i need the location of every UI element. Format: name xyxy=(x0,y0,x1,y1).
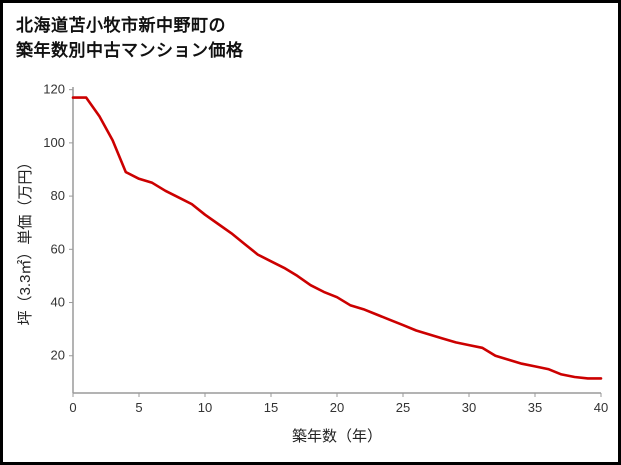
y-tick-label: 120 xyxy=(43,82,65,97)
y-axis-label: 坪（3.3㎡）単価（万円） xyxy=(17,155,34,326)
x-tick-label: 35 xyxy=(528,400,542,415)
x-tick-label: 25 xyxy=(396,400,410,415)
line-chart: 坪（3.3㎡）単価（万円） 築年数（年） 0 5 10 15 20 25 30 35 40 20 4… xyxy=(17,82,608,445)
chart-title-line1: 北海道苫小牧市新中野町の xyxy=(16,16,226,35)
y-tick-label: 80 xyxy=(51,188,65,203)
x-tick-label: 15 xyxy=(264,400,278,415)
y-tick-label: 60 xyxy=(51,241,65,256)
price-line-series xyxy=(71,96,603,380)
chart-title-line2: 築年数別中古マンション価格 xyxy=(16,41,244,60)
y-tick-label: 40 xyxy=(51,295,65,310)
x-axis-label: 築年数（年） xyxy=(292,427,382,445)
y-tick-label: 100 xyxy=(43,135,65,150)
y-tick-label: 20 xyxy=(51,348,65,363)
x-tick-label: 30 xyxy=(462,400,476,415)
x-tick-label: 0 xyxy=(69,400,76,415)
x-tick-label: 10 xyxy=(198,400,212,415)
chart-title: 北海道苫小牧市新中野町の 築年数別中古マンション価格 xyxy=(3,3,618,63)
x-tick-label: 20 xyxy=(330,400,344,415)
x-tick-label: 40 xyxy=(594,400,608,415)
x-tick-label: 5 xyxy=(135,400,142,415)
